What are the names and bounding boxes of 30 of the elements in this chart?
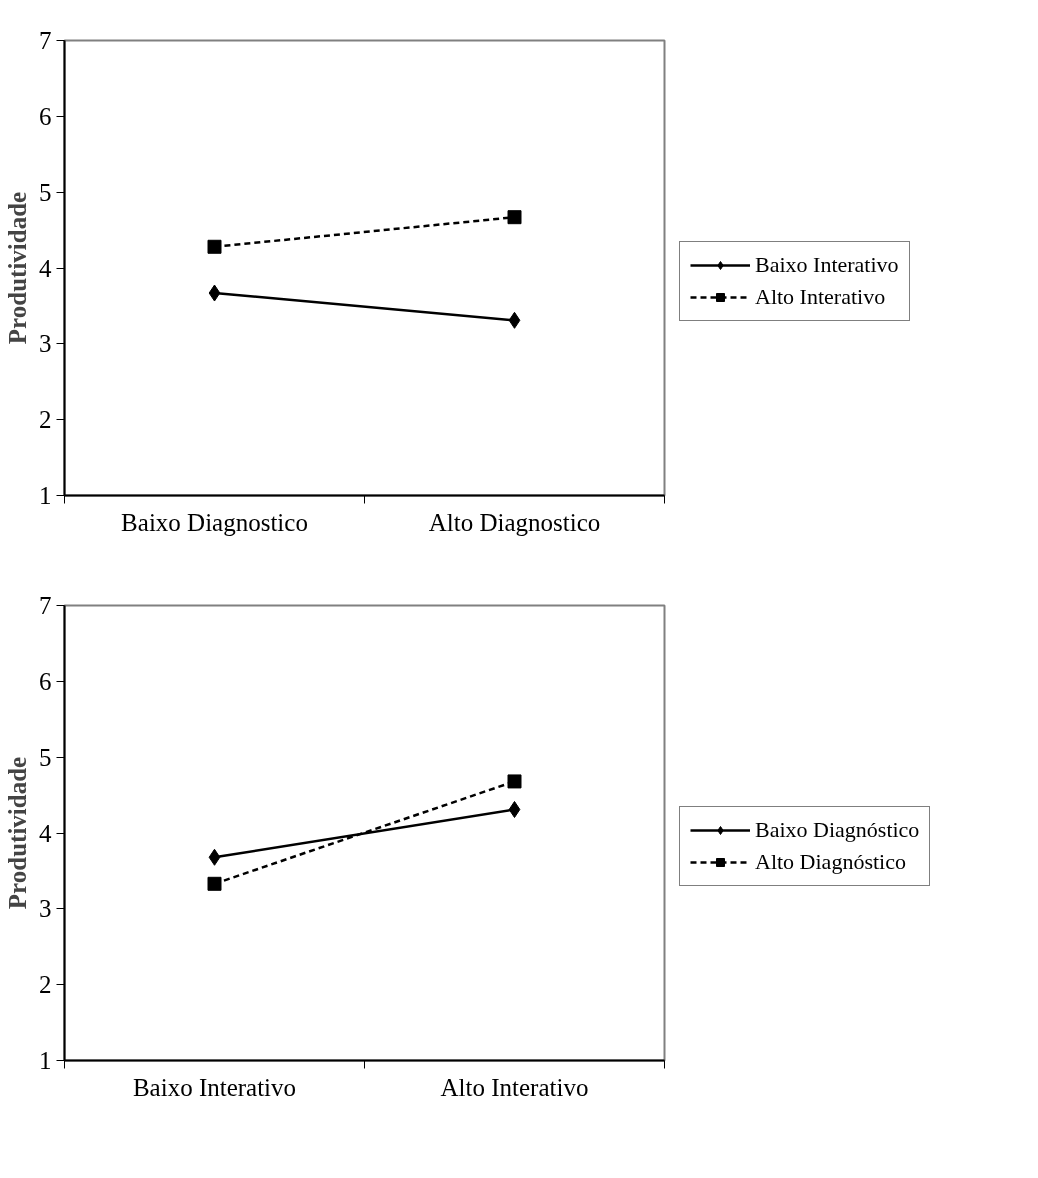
point [207,239,222,254]
y-tick-label: 5 [39,178,52,206]
y-tick-label: 3 [39,895,52,923]
y-axis-title: Produtividade [4,191,31,345]
y-tick-label: 1 [39,1047,52,1074]
y-tick-label: 4 [39,819,52,847]
point [207,876,222,891]
point [507,774,522,789]
y-tick-label: 7 [39,27,52,54]
point [507,210,522,225]
legend-label: Baixo Diagnóstico [755,817,920,843]
y-tick-label: 6 [39,667,52,695]
point [208,848,221,866]
y-tick-label: 4 [39,254,52,282]
legend-label: Alto Interativo [755,284,886,310]
y-tick-label: 1 [39,482,52,509]
legend-label: Alto Diagnóstico [755,849,906,875]
y-tick-label: 6 [39,102,52,130]
y-axis-title: Produtividade [4,756,31,910]
y-tick-label: 2 [39,406,52,434]
x-tick-label: Baixo Diagnostico [121,508,308,536]
y-tick-label: 2 [39,971,52,999]
legend-label: Baixo Interativo [755,252,899,278]
y-tick-label: 3 [39,330,52,358]
y-tick-label: 7 [39,592,52,619]
point [508,800,521,818]
point [508,311,521,329]
y-tick-label: 5 [39,743,52,771]
x-tick-label: Alto Diagnostico [428,508,601,536]
point [208,284,221,302]
